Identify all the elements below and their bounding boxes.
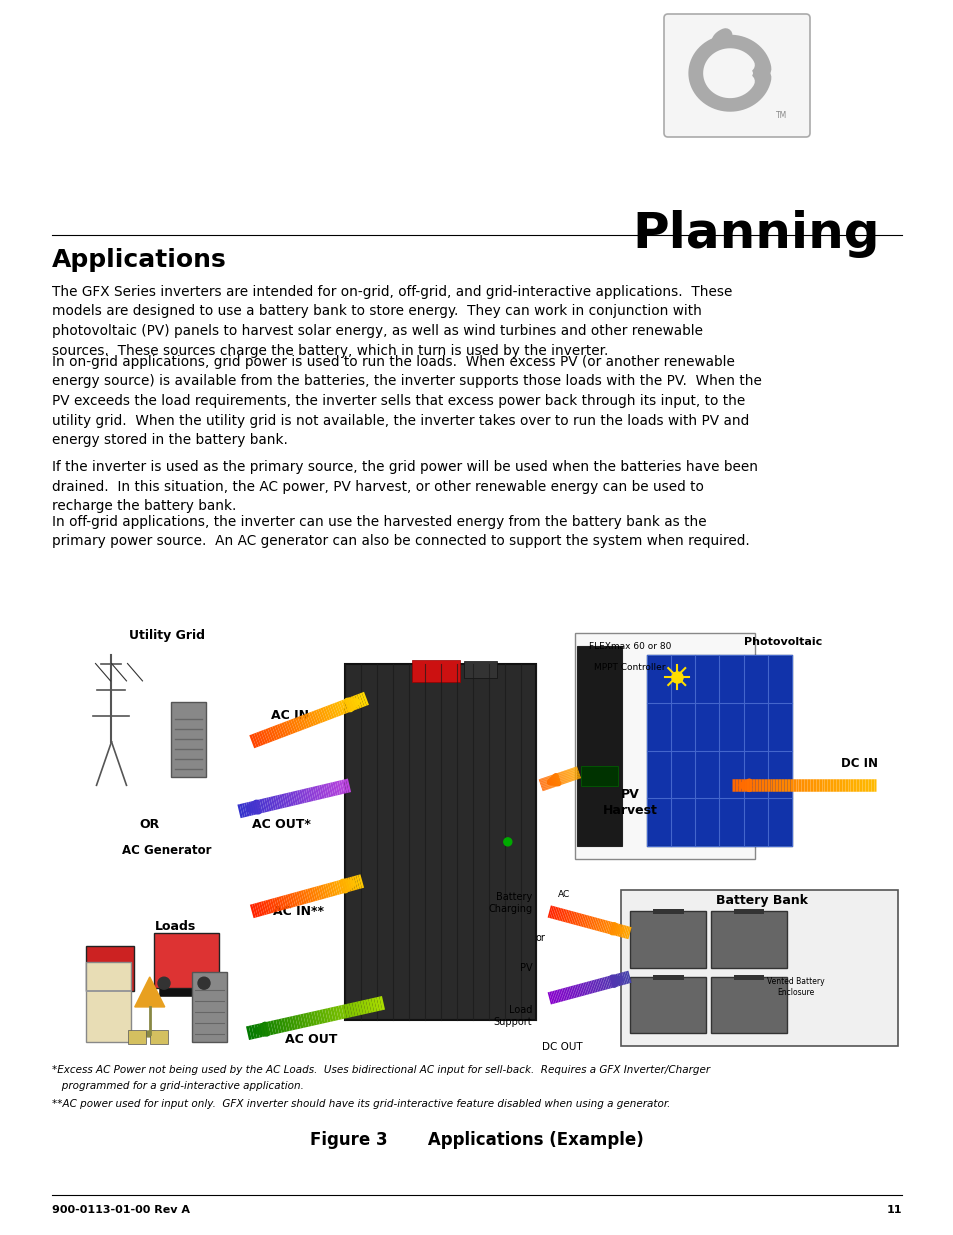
Bar	[577, 646, 621, 846]
Text: Loads: Loads	[154, 920, 195, 934]
Text: AC OUT*: AC OUT*	[252, 818, 311, 831]
Text: Figure 3       Applications (Example): Figure 3 Applications (Example)	[310, 1131, 643, 1149]
Bar	[159, 988, 213, 997]
Text: AC IN**: AC IN**	[273, 905, 324, 918]
Bar	[733, 974, 763, 979]
Bar	[150, 1030, 168, 1044]
Text: DC IN: DC IN	[841, 757, 877, 771]
Text: The GFX Series inverters are intended for on-grid, off-grid, and grid-interactiv: The GFX Series inverters are intended fo…	[52, 285, 732, 357]
Text: Planning: Planning	[632, 210, 879, 258]
Bar	[710, 911, 786, 968]
Text: Photovoltaic: Photovoltaic	[743, 637, 821, 647]
Text: AC IN: AC IN	[271, 709, 309, 722]
Bar	[574, 634, 754, 860]
Bar	[90, 992, 130, 1003]
Bar	[86, 946, 133, 992]
Text: Vented Battery
Enclosure: Vented Battery Enclosure	[766, 977, 823, 997]
Text: PV
Harvest: PV Harvest	[602, 788, 657, 818]
Text: 11: 11	[885, 1205, 901, 1215]
Bar	[463, 661, 497, 678]
Bar	[193, 972, 227, 1042]
FancyBboxPatch shape	[663, 14, 809, 137]
Text: DC OUT: DC OUT	[541, 1042, 581, 1052]
Bar	[710, 977, 786, 1034]
Bar	[129, 1030, 147, 1044]
Bar	[646, 655, 791, 846]
Text: Utility Grid: Utility Grid	[129, 629, 205, 642]
Text: *Excess AC Power not being used by the AC Loads.  Uses bidirectional AC input fo: *Excess AC Power not being used by the A…	[52, 1065, 709, 1074]
Text: Load
Support: Load Support	[493, 1004, 532, 1028]
Bar	[345, 663, 536, 1020]
Bar	[171, 701, 206, 777]
Text: MPPT Controller: MPPT Controller	[594, 663, 665, 673]
Text: or: or	[536, 932, 545, 942]
Ellipse shape	[139, 1031, 159, 1037]
Text: OR: OR	[139, 818, 160, 831]
Text: 900-0113-01-00 Rev A: 900-0113-01-00 Rev A	[52, 1205, 190, 1215]
Circle shape	[198, 977, 210, 989]
Text: **AC power used for input only.  GFX inverter should have its grid-interactive f: **AC power used for input only. GFX inve…	[52, 1099, 670, 1109]
Circle shape	[503, 837, 511, 846]
Text: Battery
Charging: Battery Charging	[488, 892, 532, 914]
Bar	[629, 977, 706, 1034]
Text: Applications: Applications	[52, 248, 227, 272]
Bar	[153, 934, 219, 988]
Text: programmed for a grid-interactive application.: programmed for a grid-interactive applic…	[52, 1081, 304, 1091]
Polygon shape	[134, 977, 165, 1007]
Bar	[86, 990, 131, 992]
Bar	[412, 659, 459, 682]
Text: In off-grid applications, the inverter can use the harvested energy from the bat: In off-grid applications, the inverter c…	[52, 515, 749, 548]
Text: TM: TM	[775, 111, 786, 120]
Text: AC Generator: AC Generator	[122, 844, 212, 857]
Bar	[652, 974, 683, 979]
Text: PV: PV	[519, 963, 532, 973]
Bar	[620, 889, 897, 1046]
Text: If the inverter is used as the primary source, the grid power will be used when : If the inverter is used as the primary s…	[52, 459, 758, 513]
Bar	[652, 909, 683, 914]
Text: AC OUT: AC OUT	[285, 1034, 337, 1046]
Bar	[733, 909, 763, 914]
Text: Battery Bank: Battery Bank	[715, 894, 807, 906]
Text: AC: AC	[558, 889, 569, 899]
Bar	[629, 911, 706, 968]
Bar	[86, 962, 131, 1042]
Text: In on-grid applications, grid power is used to run the loads.  When excess PV (o: In on-grid applications, grid power is u…	[52, 354, 761, 447]
Circle shape	[158, 977, 170, 989]
Bar	[580, 766, 617, 787]
Text: FLEXmax 60 or 80: FLEXmax 60 or 80	[588, 642, 671, 651]
